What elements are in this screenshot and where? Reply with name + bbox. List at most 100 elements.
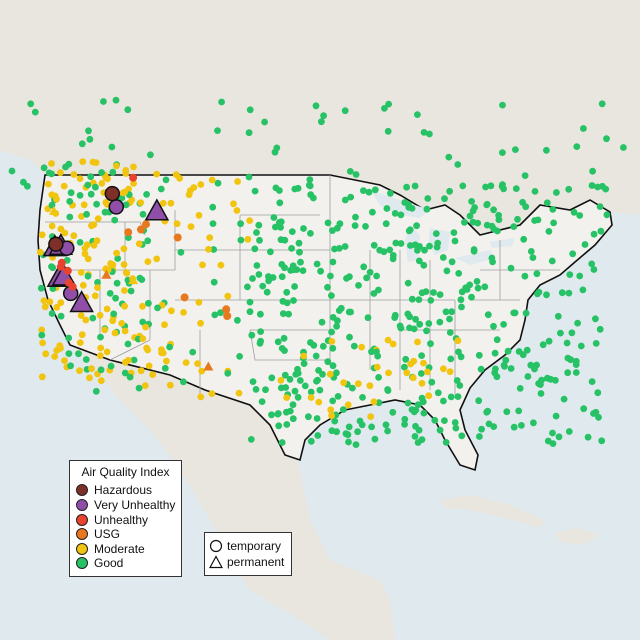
monitor-dot xyxy=(76,192,84,199)
monitor-dot xyxy=(455,270,463,277)
monitor-dot xyxy=(283,421,291,428)
monitor-dot xyxy=(490,322,497,330)
monitor-dot xyxy=(66,213,74,221)
monitor-dot xyxy=(288,228,296,236)
monitor-dot xyxy=(159,199,167,207)
monitor-dot xyxy=(274,410,282,418)
monitor-dot xyxy=(194,360,202,367)
monitor-dot xyxy=(466,281,474,289)
monitor-dot xyxy=(128,196,136,204)
monitor-dot xyxy=(451,237,459,245)
monitor-dot xyxy=(389,252,397,259)
monitor-dot xyxy=(527,248,535,255)
monitor-dot xyxy=(516,385,524,392)
monitor-dot xyxy=(76,239,84,246)
monitor-dot xyxy=(425,320,433,327)
monitor-dot xyxy=(446,368,454,376)
monitor-dot xyxy=(230,200,237,208)
monitor-dot xyxy=(405,204,413,211)
monitor-dot xyxy=(512,146,519,154)
monitor-dot xyxy=(276,219,283,226)
monitor-dot xyxy=(295,239,303,247)
usg-swatch-icon xyxy=(76,528,88,540)
monitor-dot xyxy=(157,185,165,193)
monitor-dot xyxy=(130,180,138,187)
cuba-landmass xyxy=(440,495,545,528)
monitor-dot xyxy=(283,288,291,296)
monitor-dot xyxy=(478,425,485,433)
monitor-dot xyxy=(407,360,414,368)
monitor-dot xyxy=(324,219,332,227)
permanent-monitor-marker xyxy=(203,361,214,371)
monitor-dot xyxy=(305,413,312,421)
monitor-dot xyxy=(346,273,353,281)
monitor-dot xyxy=(354,428,361,436)
monitor-dot xyxy=(316,386,324,394)
monitor-dot xyxy=(53,303,61,311)
monitor-dot xyxy=(522,203,530,211)
monitor-dot xyxy=(344,431,352,439)
monitor-dot xyxy=(141,382,149,389)
monitor-dot xyxy=(272,223,279,231)
monitor-dot xyxy=(301,382,309,390)
monitor-dot xyxy=(211,311,219,319)
monitor-dot xyxy=(111,216,119,224)
monitor-dot xyxy=(588,378,596,385)
monitor-dot xyxy=(237,220,245,228)
monitor-dot xyxy=(498,183,506,190)
monitor-dot xyxy=(523,346,531,354)
monitor-dot xyxy=(80,201,88,209)
monitor-dot xyxy=(446,187,453,195)
monitor-dot xyxy=(114,255,122,262)
monitor-dot xyxy=(162,176,170,184)
monitor-dot xyxy=(310,341,318,349)
monitor-dot xyxy=(210,246,218,253)
monitor-dot xyxy=(448,258,456,266)
monitor-dot xyxy=(470,247,478,255)
monitor-dot xyxy=(261,118,268,126)
monitor-dot xyxy=(373,363,381,371)
monitor-dot xyxy=(596,203,604,211)
monitor-dot xyxy=(280,334,288,342)
monitor-dot xyxy=(534,216,542,224)
temporary-monitor-marker xyxy=(56,262,65,271)
monitor-dot xyxy=(8,167,16,175)
monitor-dot xyxy=(313,260,321,268)
monitor-dot xyxy=(173,220,181,228)
monitor-dot xyxy=(381,105,388,112)
monitor-dot xyxy=(124,356,132,364)
monitor-dot xyxy=(334,393,342,400)
monitor-dot xyxy=(550,219,557,227)
monitor-dot xyxy=(39,339,46,347)
monitor-dot xyxy=(288,245,295,252)
monitor-dot xyxy=(38,331,46,339)
monitor-dot xyxy=(108,143,116,151)
monitor-dot xyxy=(77,312,85,319)
legend-label-good: Good xyxy=(94,556,124,570)
monitor-dot xyxy=(278,273,286,281)
monitor-dot xyxy=(373,272,380,280)
monitor-dot xyxy=(385,369,392,377)
monitor-dot xyxy=(20,178,27,186)
monitor-dot xyxy=(511,309,519,317)
monitor-dot xyxy=(491,369,499,377)
monitor-dot xyxy=(411,433,419,440)
monitor-dot xyxy=(324,283,331,291)
monitor-dot xyxy=(121,287,128,294)
monitor-dot xyxy=(414,401,422,409)
monitor-dot xyxy=(102,174,110,182)
monitor-dot xyxy=(153,170,161,178)
monitor-dot xyxy=(483,221,491,229)
monitor-dot xyxy=(370,398,378,406)
monitor-dot xyxy=(534,290,541,298)
temporary-monitor-marker xyxy=(223,312,232,320)
monitor-dot xyxy=(315,367,322,374)
monitor-dot xyxy=(333,369,340,377)
monitor-dot xyxy=(568,329,576,337)
monitor-dot xyxy=(92,387,100,395)
monitor-dot xyxy=(126,373,134,381)
monitor-dot xyxy=(363,274,370,282)
monitor-dot xyxy=(281,264,288,272)
monitor-dot xyxy=(590,230,598,238)
monitor-dot xyxy=(366,382,374,390)
